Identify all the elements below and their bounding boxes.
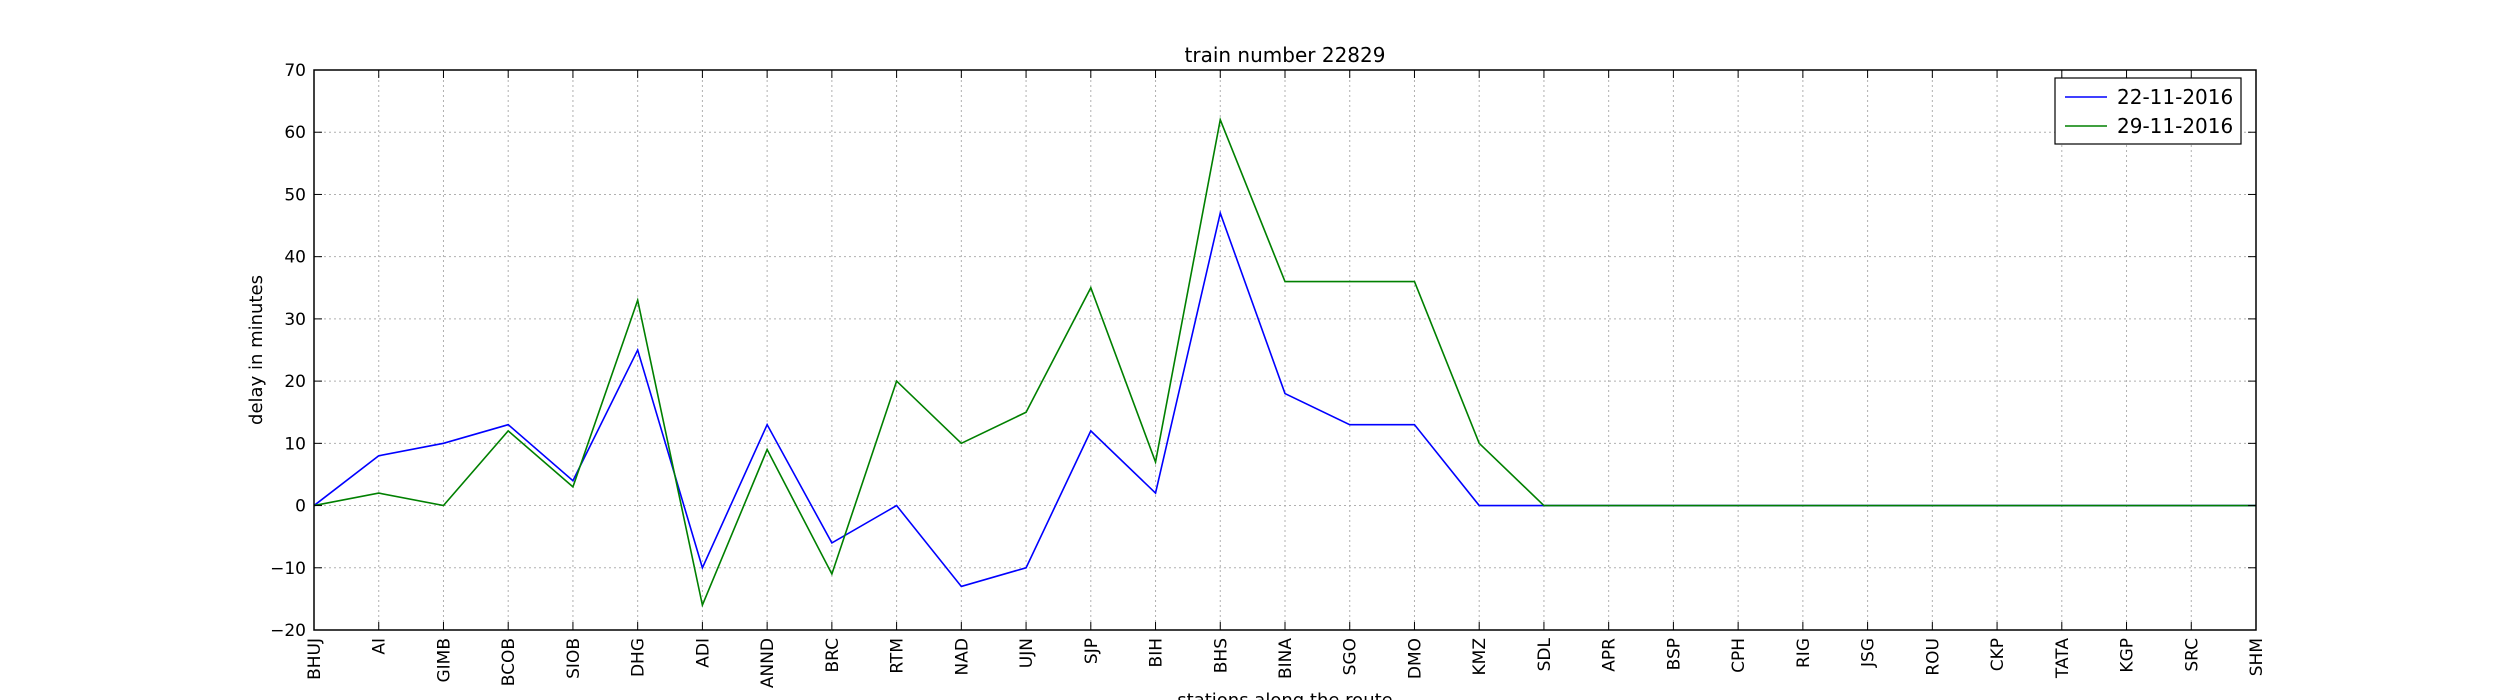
legend: 22-11-2016 29-11-2016 [2054,77,2242,145]
legend-box [2054,77,2242,145]
legend-label: 29-11-2016 [2117,114,2233,138]
y-tick-label: 50 [284,185,306,205]
x-tick-label: ANND [758,638,778,688]
x-tick-label: GIMB [434,638,454,683]
x-tick-label: BCOB [499,638,519,686]
x-tick-label: KMZ [1470,638,1490,675]
x-tick-label: CKP [1988,638,2008,671]
x-tick-label: SJP [1082,638,1102,664]
x-tick-label: BINA [1276,638,1296,679]
y-tick-label: −10 [270,559,306,579]
y-tick-label: 10 [284,434,306,454]
y-tick-label: −20 [270,621,306,641]
x-tick-label: RTM [888,638,908,674]
series-lines [313,116,2256,608]
chart-title: train number 22829 [1185,43,1386,67]
x-tick-label: APR [1600,638,1620,672]
x-axis-label: stations along the route [1177,690,1392,700]
x-tick-label: KGP [2118,638,2138,673]
y-axis-label: delay in minutes [246,275,267,425]
y-tick-label: 40 [284,248,306,268]
x-tick-label: RIG [1794,638,1814,668]
x-tick-label: ROU [1923,638,1943,676]
grid [313,69,2257,631]
x-tick-label: JSG [1859,638,1879,668]
x-tick-label: SIOB [564,638,584,679]
x-tick-label: BHS [1211,638,1231,673]
legend-label: 22-11-2016 [2117,85,2233,109]
x-tick-label: DMO [1405,638,1425,679]
x-tick-label: DHG [629,638,649,677]
x-tick-label: CPH [1729,638,1749,673]
x-tick-label: TATA [2053,638,2073,679]
series-line [313,116,2256,608]
x-tick-label: SGO [1341,638,1361,675]
x-tick-label: UJN [1017,638,1037,668]
x-tick-label: SHM [2247,638,2267,676]
y-tick-label: 30 [284,310,306,330]
y-tick-label: 0 [295,497,306,517]
x-tick-label: BIH [1147,638,1167,667]
x-tick-label: SDL [1535,637,1555,671]
y-tick-label: 20 [284,372,306,392]
x-tick-label: SRC [2182,638,2202,672]
x-tick-label: BHUJ [305,638,325,680]
x-tick-label: NAD [952,638,972,675]
axis-ticks: −20 −10 0 10 20 30 40 50 60 70 BHUJ AI GIMB BCOB SIOB D… [270,61,2267,688]
y-tick-label: 70 [284,61,306,81]
x-tick-label: AI [370,638,390,655]
x-tick-label: BSP [1664,638,1684,670]
x-tick-label: ADI [693,638,713,668]
y-tick-label: 60 [284,123,306,143]
x-tick-label: BRC [823,638,843,673]
